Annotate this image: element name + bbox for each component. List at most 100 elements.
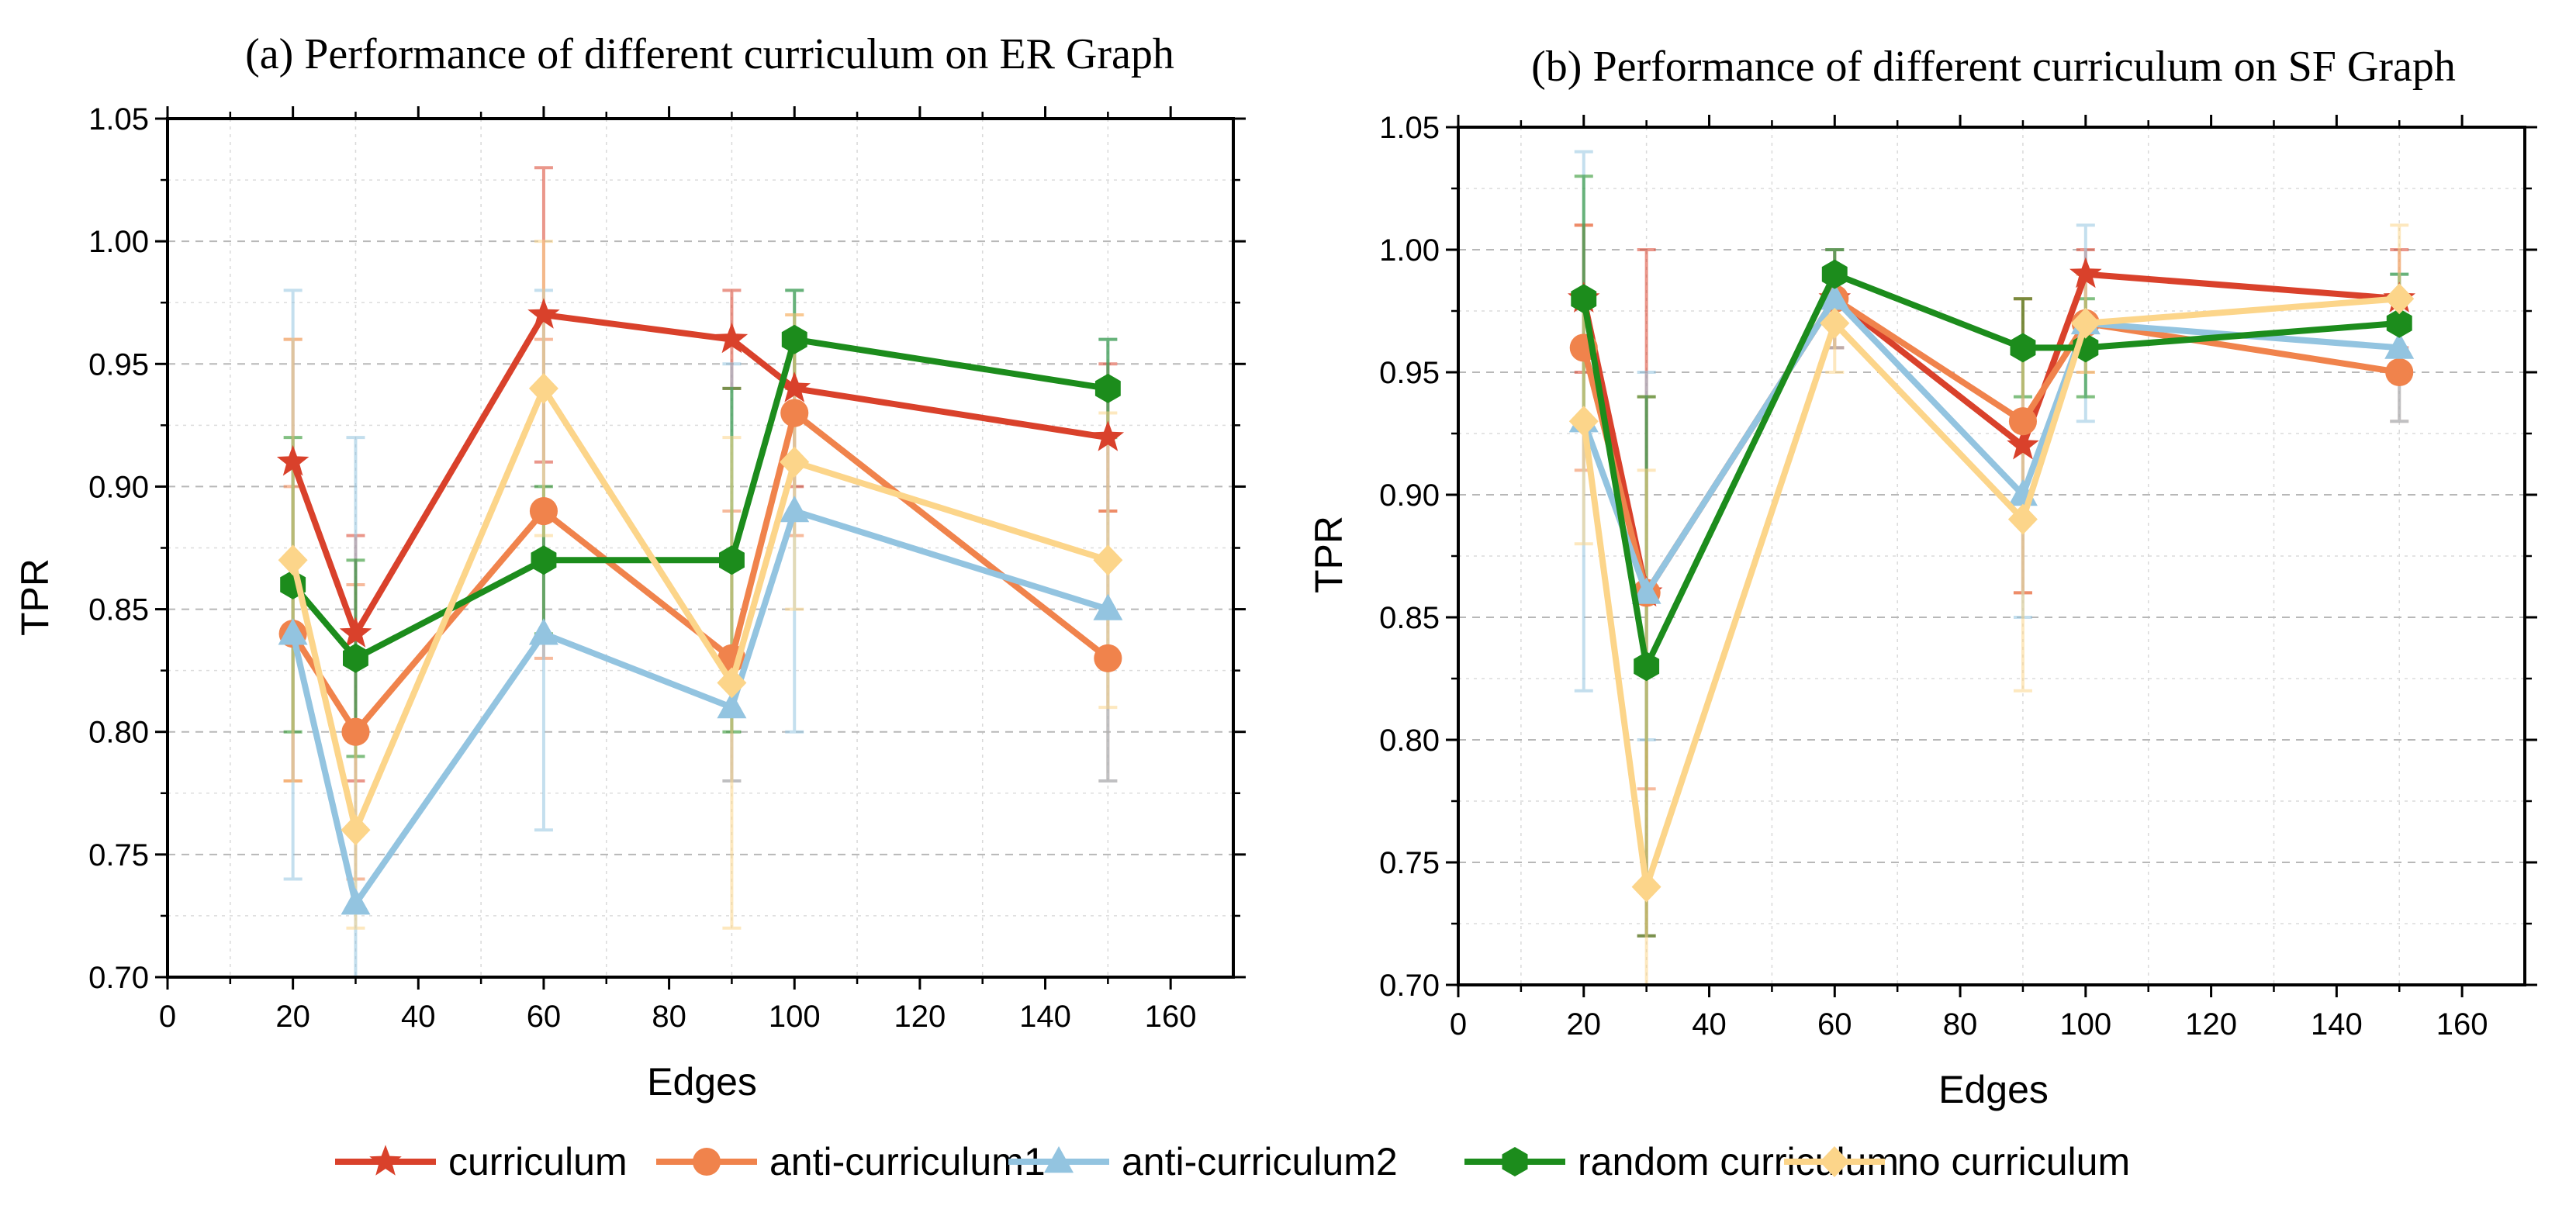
x-tick-label: 20 [1567,1007,1602,1042]
x-tick-label: 40 [1692,1007,1727,1042]
series-anti-curriculum2 [278,496,1123,915]
x-tick-label: 100 [769,1000,821,1034]
data-point [343,643,368,673]
chart-title: (a) Performance of different curriculum … [245,30,1174,78]
data-point [717,692,747,719]
x-tick-label: 20 [275,1000,310,1034]
data-point [715,322,749,354]
data-point [278,544,308,576]
x-tick-label: 160 [1145,1000,1197,1034]
y-tick-label: 0.85 [1379,601,1440,635]
plot-frame [1457,126,2526,986]
x-tick-label: 80 [652,1000,686,1034]
y-tick-label: 0.95 [1379,356,1440,390]
data-point [781,324,807,354]
y-axis-label: TPR [13,558,57,636]
legend-label: anti-curriculum2 [1122,1140,1398,1183]
legend-marker [369,1145,402,1176]
x-tick-label: 140 [2311,1007,2363,1042]
legend: curriculum anti-curriculum1 anti-curriculu… [335,1140,2130,1183]
data-point [1821,259,1848,289]
data-point [780,496,810,523]
series-random-curriculum [1571,259,2412,682]
chart-panel-sf: (b) Performance of different curriculum … [1307,43,2537,1111]
series-line [289,312,1109,637]
x-tick-label: 0 [1450,1007,1467,1042]
chart-panel-er: (a) Performance of different curriculum … [13,30,1246,1104]
x-tick-label: 80 [1943,1007,1978,1042]
x-tick-label: 40 [401,1000,436,1034]
plot-frame [166,117,1235,979]
series-line [290,409,1110,735]
data-point [1634,651,1660,682]
y-tick-label: 1.05 [1379,111,1440,145]
y-tick-label: 0.95 [88,347,149,382]
y-tick-label: 0.90 [88,470,149,504]
data-point [2010,333,2036,363]
data-point [529,497,558,526]
series-line [289,385,1109,834]
data-point [1820,283,1850,310]
y-tick-label: 0.70 [88,961,149,995]
legend-label: no curriculum [1897,1140,2130,1183]
legend-marker [1820,1146,1849,1177]
series-line [290,336,1109,662]
legend-item-anti-curriculum2: anti-curriculum2 [1008,1140,1398,1183]
data-point [1093,544,1123,576]
y-tick-label: 0.80 [1379,724,1440,758]
y-tick-label: 1.00 [1379,233,1440,268]
x-tick-label: 60 [1817,1007,1852,1042]
legend-item-no-curriculum: no curriculum [1784,1140,2130,1183]
x-tick-label: 0 [159,1000,176,1034]
data-point [528,618,558,645]
data-point [2384,332,2415,359]
legend-item-anti-curriculum1: anti-curriculum1 [656,1140,1046,1183]
x-tick-label: 100 [2059,1007,2111,1042]
series-curriculum [276,298,1125,648]
series-line [1580,295,2400,890]
series-line [1580,295,2400,596]
data-point [2007,428,2039,460]
y-tick-label: 0.80 [88,716,149,750]
axis-ticks: 0 20 40 60 80 100 120 140 160 0.70 0.75 0.80 0.85 0.9… [88,102,1246,1034]
series-line [1581,295,2400,596]
data-point [278,618,308,645]
data-point [2069,257,2102,288]
legend-marker [1044,1146,1074,1173]
y-tick-label: 0.85 [88,593,149,627]
x-tick-label: 140 [1019,1000,1071,1034]
chart-title: (b) Performance of different curriculum … [1531,43,2456,91]
legend-label: curriculum [448,1140,628,1183]
legend-label: anti-curriculum1 [769,1140,1046,1183]
x-tick-label: 120 [894,1000,946,1034]
data-point [1571,284,1597,314]
y-tick-label: 0.90 [1379,478,1440,513]
data-point [2386,308,2412,338]
y-tick-label: 1.05 [88,102,149,136]
y-axis-label: TPR [1307,516,1350,593]
data-point [719,545,745,575]
axis-ticks: 0 20 40 60 80 100 120 140 160 0.70 0.75 0.80 0.85 0.9… [1379,111,2537,1042]
data-point [1094,373,1121,403]
series-no-curriculum [1568,283,2415,903]
data-point [1094,644,1122,672]
data-point [2007,503,2038,535]
x-axis-label: Edges [1938,1068,2049,1111]
data-point [2385,358,2414,387]
data-point [1568,406,1599,437]
data-point [1093,593,1123,620]
y-tick-label: 0.70 [1379,969,1440,1003]
legend-marker [1502,1147,1528,1176]
data-point [341,888,371,915]
data-point [778,371,811,402]
x-axis-label: Edges [647,1060,757,1104]
data-point [527,298,560,329]
data-point [717,667,747,699]
data-point [1091,420,1125,451]
series-line [289,508,1109,907]
data-point [2070,307,2101,339]
data-point [528,373,558,404]
data-point [276,444,309,476]
x-tick-label: 120 [2185,1007,2237,1042]
